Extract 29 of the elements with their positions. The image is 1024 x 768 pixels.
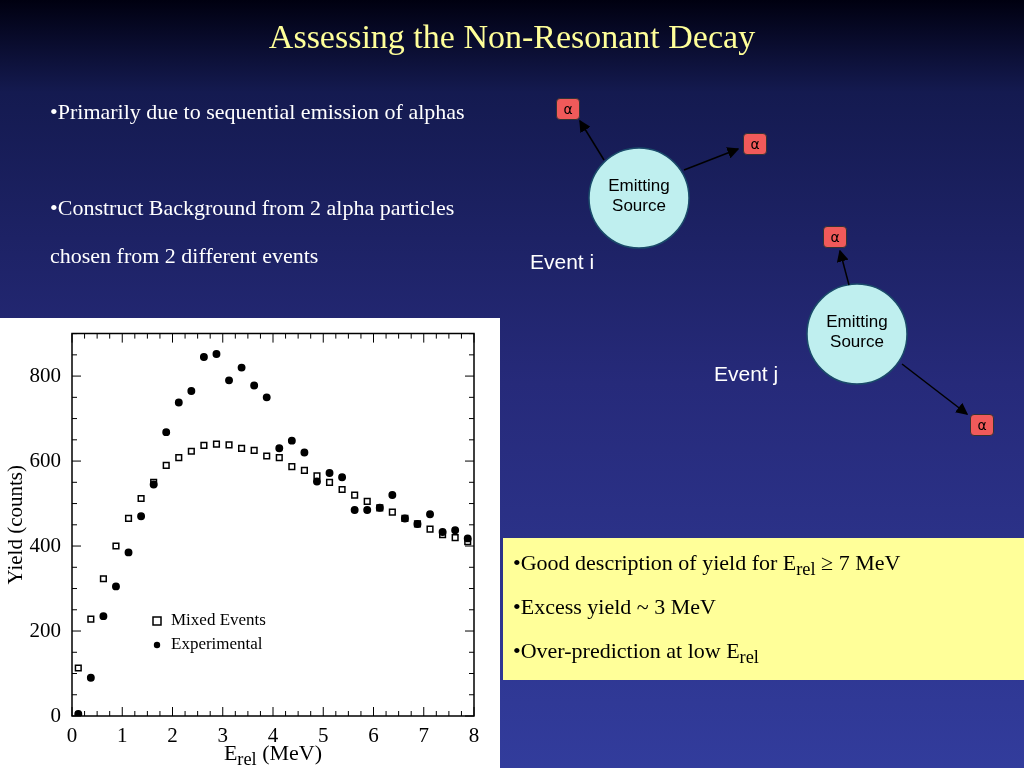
text: Event i [530, 250, 595, 274]
x-tick-label: 0 [66, 723, 78, 748]
y-tick-label: 600 [29, 447, 61, 472]
x-tick-label: 6 [368, 723, 379, 748]
y-tick-label: 800 [29, 362, 61, 387]
text: α [970, 414, 994, 436]
x-tick-label: 8 [468, 723, 480, 748]
chart-title: Assessing the Non-Resonant Decay [267, 18, 757, 56]
y-tick-label: 400 [29, 532, 61, 557]
x-tick-label: 5 [318, 723, 329, 748]
text: Event j [714, 362, 779, 386]
legend-label: Experimental [171, 634, 263, 654]
text: α [743, 133, 767, 155]
y-tick-label: 0 [50, 702, 61, 727]
x-tick-label: 2 [167, 723, 178, 748]
x-tick-label: 7 [418, 723, 429, 748]
text: Emitting Source [825, 312, 889, 352]
text: •Excess yield ~ 3 MeV [513, 594, 717, 620]
text: α [823, 226, 847, 248]
text: •Good description of yield for E$_{rel}$ ≥ 7 MeV [513, 550, 902, 581]
text: Emitting Source [607, 176, 671, 216]
text: •Construct Background from 2 alpha particles chosen from 2 different events [50, 194, 456, 270]
legend-label: Mixed Events [171, 610, 266, 630]
text: •Over-prediction at low E$_{rel}$ [513, 638, 760, 669]
x-tick-label: 1 [117, 723, 128, 748]
text: •Primarily due to sequential emission of alphas [50, 98, 466, 126]
y-axis-title: Yield (counts) [3, 465, 28, 585]
text: α [556, 98, 580, 120]
y-tick-label: 200 [29, 617, 61, 642]
